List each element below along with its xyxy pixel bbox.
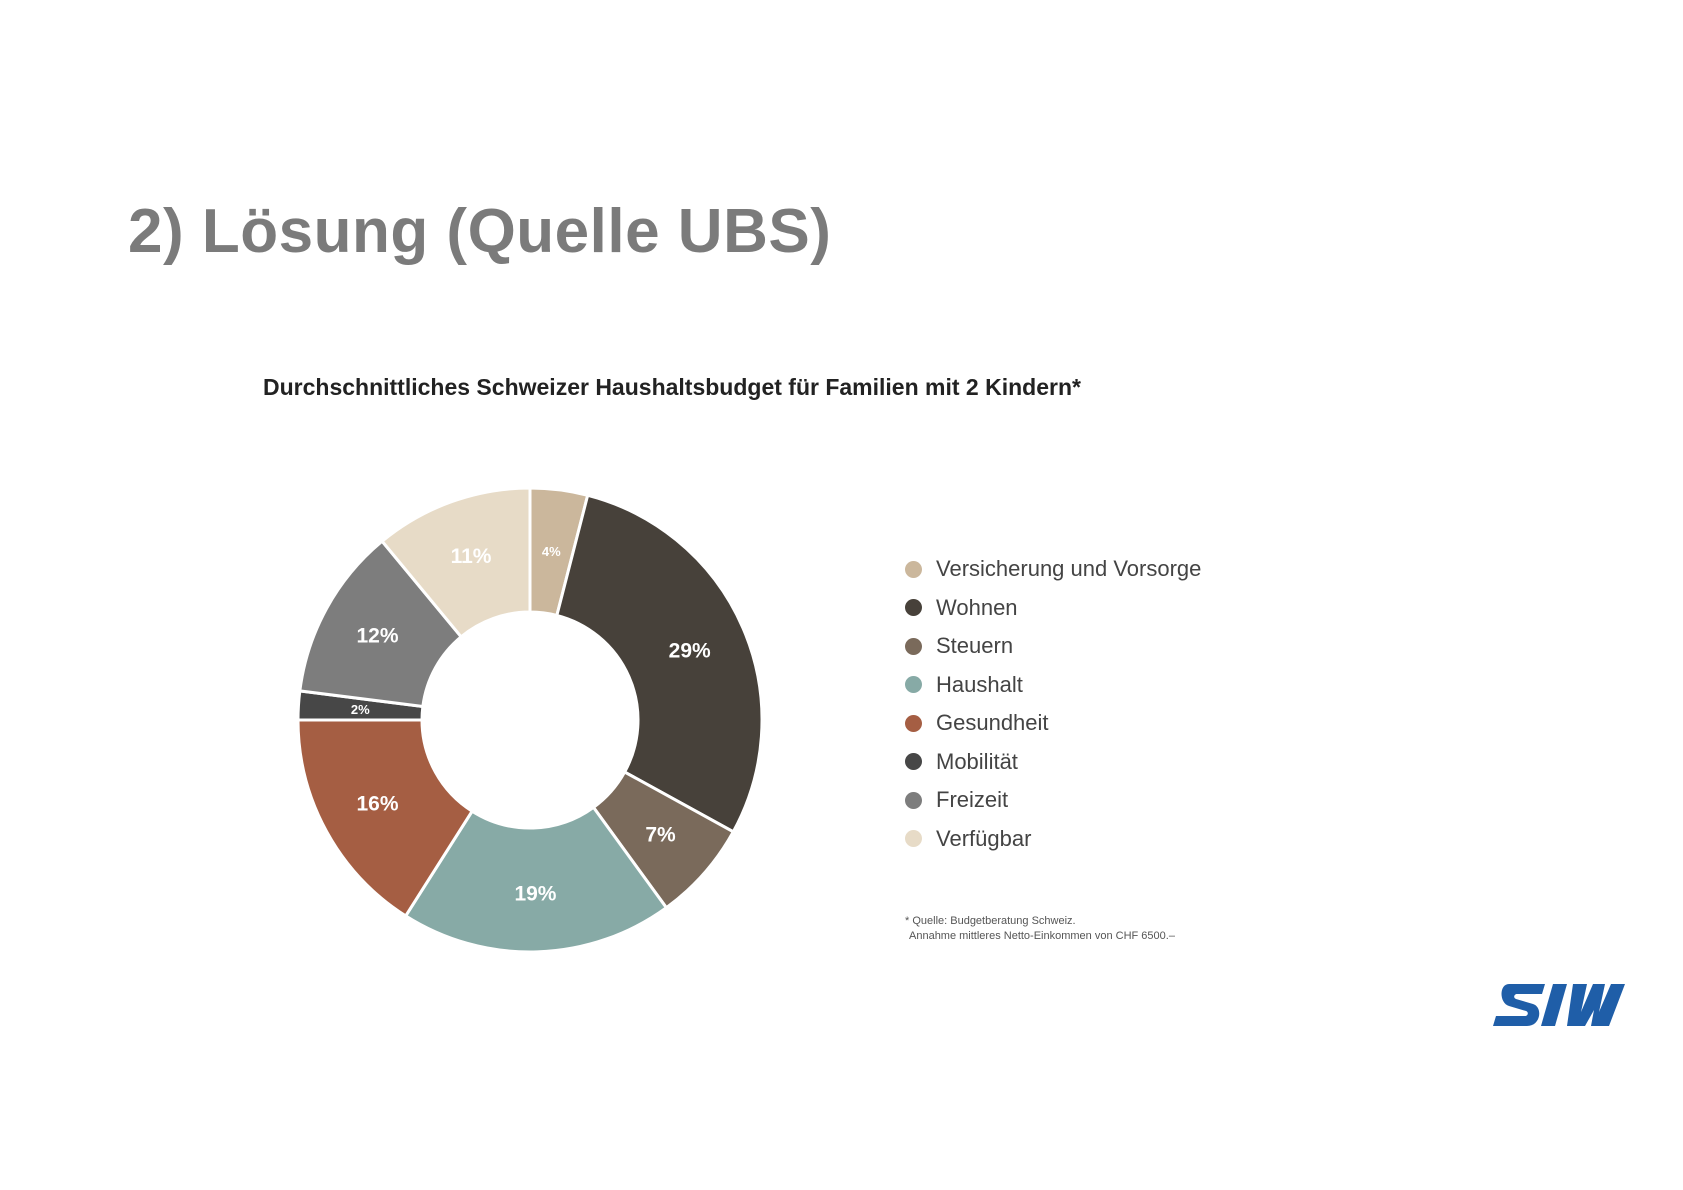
donut-slice-label-3: 19%: [514, 882, 556, 905]
legend-label: Verfügbar: [936, 825, 1032, 851]
legend-swatch: [905, 637, 922, 655]
legend-swatch: [905, 791, 922, 809]
legend-swatch: [905, 599, 922, 617]
footnote-assumption: Annahme mittleres Netto-Einkommen von CH…: [909, 930, 1175, 942]
legend-item: Freizeit: [905, 781, 1201, 820]
legend-swatch: [905, 714, 922, 732]
legend-item: Mobilität: [905, 743, 1201, 782]
donut-slice-label-4: 16%: [357, 792, 399, 815]
legend-label: Steuern: [936, 633, 1014, 659]
legend-swatch: [905, 676, 922, 694]
legend-label: Haushalt: [936, 671, 1023, 697]
legend-item: Haushalt: [905, 666, 1201, 705]
legend-label: Wohnen: [936, 594, 1018, 620]
legend-label: Freizeit: [936, 787, 1009, 813]
legend-swatch: [905, 830, 922, 848]
legend-label: Versicherung und Vorsorge: [936, 556, 1202, 582]
legend-item: Versicherung und Vorsorge: [905, 550, 1201, 589]
slide-title: 2) Lösung (Quelle UBS): [128, 197, 832, 266]
legend-item: Verfügbar: [905, 820, 1201, 859]
donut-slice-4: [296, 718, 475, 918]
donut-chart: 4% 29% 7% 19% 16% 2% 12% 11%: [296, 486, 764, 954]
chart-legend: Versicherung und Vorsorge Wohnen Steuern Ha…: [905, 550, 1201, 858]
donut-slice-3: [403, 805, 669, 954]
legend-item: Wohnen: [905, 589, 1201, 628]
donut-slice-1: [555, 493, 764, 834]
donut-slice-label-6: 12%: [357, 625, 399, 648]
donut-slice-label-2: 7%: [645, 824, 676, 847]
donut-slice-label-5: 2%: [351, 702, 370, 717]
donut-slice-label-0: 4%: [542, 544, 561, 559]
chart-footnote: * Quelle: Budgetberatung Schweiz. Annahm…: [905, 914, 1175, 944]
legend-item: Gesundheit: [905, 704, 1201, 743]
siw-logo: [1493, 984, 1625, 1026]
legend-swatch: [905, 753, 922, 771]
donut-slice-7: [380, 486, 532, 639]
legend-swatch: [905, 560, 922, 578]
legend-item: Steuern: [905, 627, 1201, 666]
legend-label: Mobilität: [936, 748, 1018, 774]
donut-slice-label-7: 11%: [451, 545, 492, 568]
legend-label: Gesundheit: [936, 710, 1049, 736]
donut-slice-label-1: 29%: [669, 639, 711, 662]
chart-title: Durchschnittliches Schweizer Haushaltsbu…: [263, 374, 1081, 400]
footnote-source: * Quelle: Budgetberatung Schweiz.: [905, 915, 1076, 927]
